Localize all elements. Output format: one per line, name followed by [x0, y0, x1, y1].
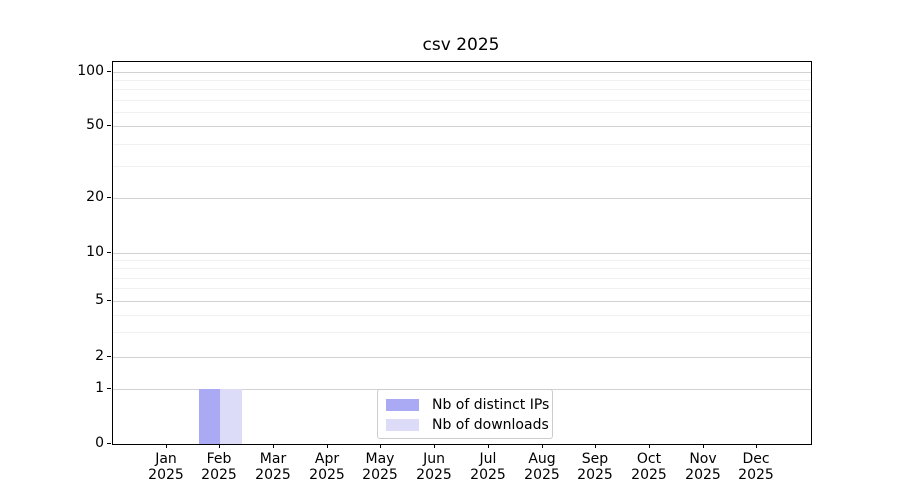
legend: Nb of distinct IPs Nb of downloads [377, 389, 553, 439]
y-tick-mark [107, 71, 111, 72]
y-tick-mark [107, 443, 111, 444]
x-tick-mark [219, 444, 220, 448]
y-tick-label: 10 [86, 244, 104, 260]
x-tick-mark [166, 444, 167, 448]
x-tick-label: Feb 2025 [201, 451, 237, 483]
x-tick-mark [327, 444, 328, 448]
legend-label: Nb of downloads [432, 416, 549, 433]
major-gridline [113, 301, 811, 302]
minor-gridline [113, 260, 811, 261]
y-tick-label: 1 [95, 380, 104, 396]
x-tick-label: Apr 2025 [309, 451, 345, 483]
x-tick-mark [273, 444, 274, 448]
minor-gridline [113, 112, 811, 113]
major-gridline [113, 72, 811, 73]
minor-gridline [113, 166, 811, 167]
bar-nb-of-distinct-ips-feb [198, 389, 221, 444]
y-tick-mark [107, 388, 111, 389]
chart-title: csv 2025 [422, 35, 500, 55]
legend-swatch-nb-of-downloads [386, 418, 419, 431]
x-tick-label: Oct 2025 [631, 451, 667, 483]
y-tick-label: 5 [95, 292, 104, 308]
minor-gridline [113, 268, 811, 269]
y-tick-label: 50 [86, 117, 104, 133]
y-tick-mark [107, 252, 111, 253]
x-tick-mark [488, 444, 489, 448]
y-tick-label: 2 [95, 348, 104, 364]
y-tick-mark [107, 300, 111, 301]
x-tick-mark [542, 444, 543, 448]
major-gridline [113, 126, 811, 127]
minor-gridline [113, 89, 811, 90]
x-tick-label: Nov 2025 [685, 451, 721, 483]
legend-label: Nb of distinct IPs [432, 396, 550, 413]
legend-item: Nb of downloads [386, 415, 549, 434]
x-tick-label: Dec 2025 [738, 451, 774, 483]
major-gridline [113, 198, 811, 199]
y-tick-label: 0 [95, 435, 104, 451]
x-tick-label: Sep 2025 [577, 451, 613, 483]
x-tick-label: May 2025 [362, 451, 398, 483]
x-tick-label: Jun 2025 [416, 451, 452, 483]
major-gridline [113, 357, 811, 358]
major-gridline [113, 253, 811, 254]
plot-area [112, 61, 812, 445]
x-tick-label: Jul 2025 [470, 451, 506, 483]
x-tick-label: Mar 2025 [255, 451, 291, 483]
x-tick-mark [380, 444, 381, 448]
legend-swatch-nb-of-distinct-ips [386, 398, 419, 411]
y-tick-mark [107, 125, 111, 126]
x-tick-label: Jan 2025 [148, 451, 184, 483]
x-tick-mark [703, 444, 704, 448]
x-tick-label: Aug 2025 [524, 451, 560, 483]
y-tick-label: 20 [86, 189, 104, 205]
minor-gridline [113, 332, 811, 333]
y-tick-mark [107, 356, 111, 357]
minor-gridline [113, 315, 811, 316]
x-tick-mark [434, 444, 435, 448]
y-tick-label: 100 [77, 63, 104, 79]
minor-gridline [113, 288, 811, 289]
minor-gridline [113, 278, 811, 279]
legend-item: Nb of distinct IPs [386, 395, 550, 414]
minor-gridline [113, 80, 811, 81]
y-tick-mark [107, 197, 111, 198]
bar-nb-of-downloads-feb [220, 389, 242, 444]
x-tick-mark [756, 444, 757, 448]
x-tick-mark [595, 444, 596, 448]
minor-gridline [113, 100, 811, 101]
x-tick-mark [649, 444, 650, 448]
minor-gridline [113, 144, 811, 145]
